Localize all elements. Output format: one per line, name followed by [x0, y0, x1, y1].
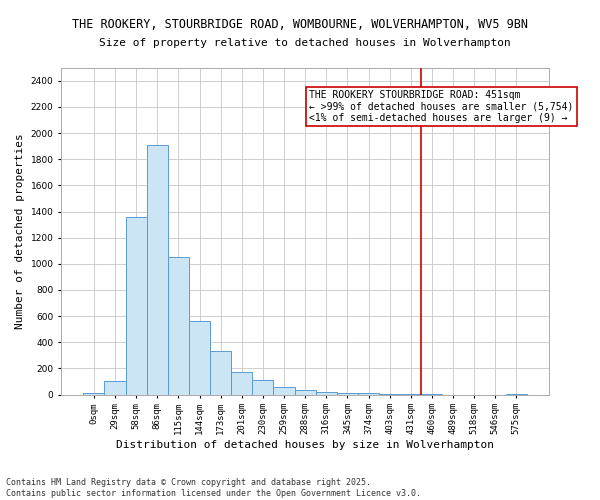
Bar	[337, 392, 358, 394]
Bar	[104, 382, 125, 394]
Bar	[147, 145, 168, 394]
Bar	[168, 256, 189, 394]
Bar	[358, 393, 379, 394]
Bar	[189, 322, 210, 394]
X-axis label: Distribution of detached houses by size in Wolverhampton: Distribution of detached houses by size …	[116, 440, 494, 450]
Bar	[274, 386, 295, 394]
Text: THE ROOKERY, STOURBRIDGE ROAD, WOMBOURNE, WOLVERHAMPTON, WV5 9BN: THE ROOKERY, STOURBRIDGE ROAD, WOMBOURNE…	[72, 18, 528, 30]
Text: Contains HM Land Registry data © Crown copyright and database right 2025.
Contai: Contains HM Land Registry data © Crown c…	[6, 478, 421, 498]
Text: THE ROOKERY STOURBRIDGE ROAD: 451sqm
← >99% of detached houses are smaller (5,75: THE ROOKERY STOURBRIDGE ROAD: 451sqm ← >…	[310, 90, 574, 123]
Y-axis label: Number of detached properties: Number of detached properties	[15, 134, 25, 329]
Title: Size of property relative to detached houses in Wolverhampton: Size of property relative to detached ho…	[99, 38, 511, 48]
Bar	[316, 392, 337, 394]
Bar	[295, 390, 316, 394]
Bar	[83, 393, 104, 394]
Bar	[253, 380, 274, 394]
Bar	[210, 352, 231, 395]
Bar	[231, 372, 253, 394]
Bar	[125, 218, 147, 394]
